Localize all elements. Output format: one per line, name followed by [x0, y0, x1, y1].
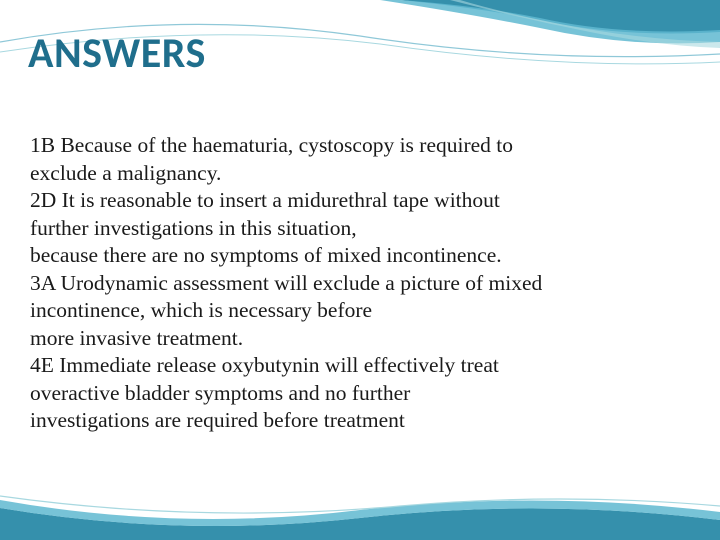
slide-body: 1B Because of the haematuria, cystoscopy…: [30, 132, 684, 435]
body-line: 2D It is reasonable to insert a midureth…: [30, 187, 684, 215]
body-line: more invasive treatment.: [30, 325, 684, 353]
body-line: 4E Immediate release oxybutynin will eff…: [30, 352, 684, 380]
body-line: investigations are required before treat…: [30, 407, 684, 435]
bottom-swoosh-decoration: [0, 490, 720, 540]
body-line: exclude a malignancy.: [30, 160, 684, 188]
body-line: overactive bladder symptoms and no furth…: [30, 380, 684, 408]
body-line: further investigations in this situation…: [30, 215, 684, 243]
body-line: 1B Because of the haematuria, cystoscopy…: [30, 132, 684, 160]
body-line: incontinence, which is necessary before: [30, 297, 684, 325]
slide-title: ANSWERS: [28, 28, 206, 79]
body-line: 3A Urodynamic assessment will exclude a …: [30, 270, 684, 298]
slide-container: ANSWERS 1B Because of the haematuria, cy…: [0, 0, 720, 540]
body-line: because there are no symptoms of mixed i…: [30, 242, 684, 270]
